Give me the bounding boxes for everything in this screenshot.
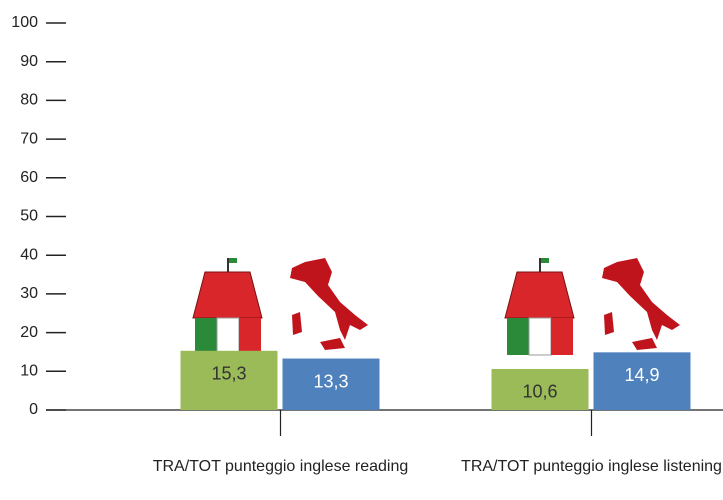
school-icon <box>504 258 575 356</box>
y-tick-label: 100 <box>11 14 38 31</box>
y-tick-label: 10 <box>20 363 38 380</box>
x-tick-label: TRA/TOT punteggio inglese reading <box>152 458 409 475</box>
value-label: 10,6 <box>522 382 557 402</box>
y-tick-label: 30 <box>20 285 38 302</box>
y-tick-label: 70 <box>20 130 38 147</box>
y-tick-label: 80 <box>20 92 38 109</box>
y-tick-label: 0 <box>29 401 38 418</box>
y-tick-label: 60 <box>20 169 38 186</box>
y-tick-label: 50 <box>20 208 38 225</box>
school-icon <box>192 258 263 356</box>
bar <box>282 358 380 410</box>
value-label: 15,3 <box>211 364 246 384</box>
bar <box>491 368 589 410</box>
italy-map-icon <box>290 258 368 350</box>
y-tick-label: 40 <box>20 246 38 263</box>
bar <box>180 350 278 410</box>
bar <box>593 352 691 410</box>
value-label: 13,3 <box>313 371 348 391</box>
y-tick-label: 20 <box>20 324 38 341</box>
x-tick-label: TRA/TOT punteggio inglese listening <box>461 458 722 475</box>
y-tick-label: 90 <box>20 53 38 70</box>
value-label: 14,9 <box>624 365 659 385</box>
italy-map-icon <box>602 258 680 350</box>
